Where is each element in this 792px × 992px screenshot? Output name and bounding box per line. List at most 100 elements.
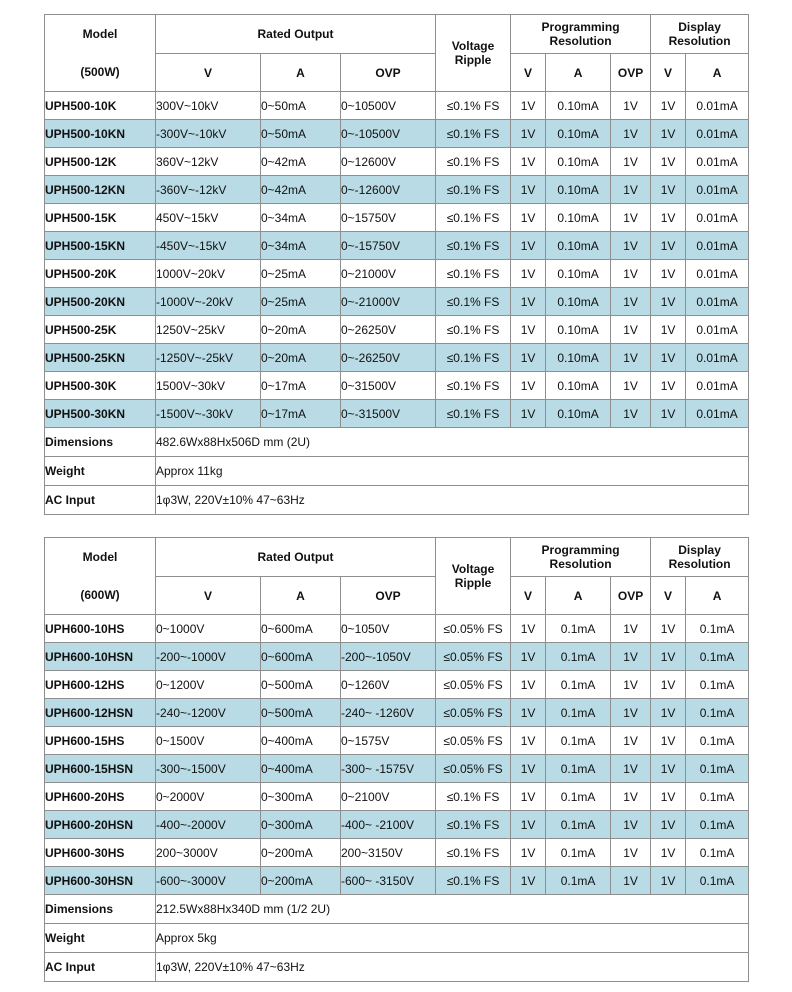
cell-rated-ovp: 0~-10500V: [339, 119, 437, 148]
cell-rated-ovp: 0~1575V: [339, 726, 437, 755]
cell-prog-res-ovp: 1V: [610, 175, 652, 204]
header-subcol-a-1: A: [260, 576, 341, 615]
cell-rated-ovp: 0~2100V: [339, 782, 437, 811]
cell-rated-v: 200~3000V: [155, 838, 261, 867]
footer-value: Approx 11kg: [154, 456, 750, 486]
table-row: UPH500-12K 360V~12kV 0~42mA 0~12600V ≤0.1% F…: [44, 147, 750, 176]
cell-prog-res-ovp: 1V: [610, 371, 652, 400]
cell-disp-res-v: 1V: [650, 614, 687, 643]
footer-value: 1φ3W, 220V±10% 47~63Hz: [154, 485, 750, 515]
cell-prog-res-v: 1V: [510, 343, 547, 372]
cell-prog-res-a: 0.10mA: [545, 343, 612, 372]
cell-prog-res-ovp: 1V: [610, 810, 652, 839]
cell-disp-res-v: 1V: [650, 343, 687, 372]
cell-disp-res-v: 1V: [650, 726, 687, 755]
cell-prog-res-a: 0.1mA: [545, 866, 612, 895]
cell-model: UPH600-20HS: [44, 782, 156, 811]
cell-model: UPH600-30HS: [44, 838, 156, 867]
cell-voltage-ripple: ≤0.05% FS: [435, 726, 512, 755]
cell-disp-res-a: 0.1mA: [685, 866, 750, 895]
cell-rated-a: 0~600mA: [260, 614, 341, 643]
cell-model: UPH500-30KN: [44, 399, 156, 428]
cell-rated-v: 1000V~20kV: [155, 259, 261, 288]
cell-voltage-ripple: ≤0.1% FS: [435, 782, 512, 811]
cell-prog-res-v: 1V: [510, 866, 547, 895]
header-subcol-v-6: V: [650, 53, 687, 92]
table-row: UPH500-10KN -300V~-10kV 0~50mA 0~-10500V ≤0.…: [44, 119, 750, 148]
cell-voltage-ripple: ≤0.1% FS: [435, 315, 512, 344]
cell-prog-res-a: 0.10mA: [545, 399, 612, 428]
cell-disp-res-v: 1V: [650, 371, 687, 400]
cell-rated-a: 0~300mA: [260, 782, 341, 811]
cell-rated-ovp: 0~31500V: [339, 371, 437, 400]
header-programming-resolution: Programming Resolution: [510, 14, 652, 54]
footer-row: Weight Approx 5kg: [44, 923, 750, 953]
cell-prog-res-ovp: 1V: [610, 203, 652, 232]
header-programming-resolution-lines: Programming Resolution: [541, 20, 620, 48]
table-row: UPH500-20K 1000V~20kV 0~25mA 0~21000V ≤0.1% …: [44, 259, 750, 288]
cell-rated-ovp: 0~1260V: [339, 670, 437, 699]
cell-rated-ovp: 200~3150V: [339, 838, 437, 867]
cell-disp-res-a: 0.1mA: [685, 838, 750, 867]
cell-prog-res-v: 1V: [510, 782, 547, 811]
cell-rated-a: 0~400mA: [260, 726, 341, 755]
cell-rated-ovp: 0~21000V: [339, 259, 437, 288]
cell-prog-res-v: 1V: [510, 698, 547, 727]
footer-row: AC Input 1φ3W, 220V±10% 47~63Hz: [44, 952, 750, 982]
cell-rated-v: -360V~-12kV: [155, 175, 261, 204]
cell-prog-res-a: 0.10mA: [545, 315, 612, 344]
cell-voltage-ripple: ≤0.1% FS: [435, 119, 512, 148]
header-model-label: Model: [82, 550, 118, 564]
cell-voltage-ripple: ≤0.05% FS: [435, 642, 512, 671]
cell-prog-res-ovp: 1V: [610, 399, 652, 428]
cell-rated-a: 0~500mA: [260, 670, 341, 699]
table-row: UPH600-20HSN -400~-2000V 0~300mA -400~ -210…: [44, 810, 750, 839]
cell-disp-res-v: 1V: [650, 866, 687, 895]
cell-disp-res-a: 0.01mA: [685, 287, 750, 316]
table-row: UPH500-15K 450V~15kV 0~34mA 0~15750V ≤0.1% F…: [44, 203, 750, 232]
cell-rated-v: -300~-1500V: [155, 754, 261, 783]
cell-rated-a: 0~17mA: [260, 371, 341, 400]
header-voltage-ripple: Voltage Ripple: [435, 537, 512, 615]
header-subcol-v-0: V: [155, 576, 261, 615]
cell-rated-a: 0~42mA: [260, 147, 341, 176]
header-model-stack: Model (600W): [46, 539, 155, 614]
cell-rated-a: 0~25mA: [260, 259, 341, 288]
cell-prog-res-v: 1V: [510, 147, 547, 176]
cell-voltage-ripple: ≤0.1% FS: [435, 147, 512, 176]
cell-rated-v: 360V~12kV: [155, 147, 261, 176]
header-subcol-a-4: A: [545, 576, 612, 615]
cell-prog-res-ovp: 1V: [610, 642, 652, 671]
cell-rated-ovp: -240~ -1260V: [339, 698, 437, 727]
cell-rated-v: -1250V~-25kV: [155, 343, 261, 372]
header-subcol-a-1: A: [260, 53, 341, 92]
cell-rated-a: 0~34mA: [260, 231, 341, 260]
cell-voltage-ripple: ≤0.1% FS: [435, 866, 512, 895]
cell-rated-a: 0~20mA: [260, 343, 341, 372]
cell-model: UPH600-10HS: [44, 614, 156, 643]
cell-rated-v: 300V~10kV: [155, 91, 261, 120]
header-rated-output: Rated Output: [154, 14, 437, 54]
cell-rated-v: -450V~-15kV: [155, 231, 261, 260]
cell-rated-ovp: 0~-15750V: [339, 231, 437, 260]
cell-model: UPH500-15KN: [44, 231, 156, 260]
cell-prog-res-ovp: 1V: [610, 315, 652, 344]
cell-prog-res-v: 1V: [510, 399, 547, 428]
cell-disp-res-a: 0.01mA: [685, 203, 750, 232]
cell-model: UPH600-20HSN: [44, 810, 156, 839]
table-row: UPH500-30K 1500V~30kV 0~17mA 0~31500V ≤0.1% …: [44, 371, 750, 400]
cell-disp-res-v: 1V: [650, 838, 687, 867]
cell-rated-v: 450V~15kV: [155, 203, 261, 232]
cell-prog-res-ovp: 1V: [610, 119, 652, 148]
cell-prog-res-ovp: 1V: [610, 838, 652, 867]
cell-rated-v: -300V~-10kV: [155, 119, 261, 148]
cell-rated-a: 0~200mA: [260, 838, 341, 867]
header-voltage-ripple: Voltage Ripple: [435, 14, 512, 92]
cell-prog-res-a: 0.10mA: [545, 203, 612, 232]
cell-prog-res-a: 0.1mA: [545, 782, 612, 811]
header-model-stack: Model (500W): [46, 16, 155, 91]
cell-disp-res-v: 1V: [650, 119, 687, 148]
cell-voltage-ripple: ≤0.1% FS: [435, 231, 512, 260]
cell-rated-v: -200~-1000V: [155, 642, 261, 671]
cell-disp-res-a: 0.1mA: [685, 642, 750, 671]
